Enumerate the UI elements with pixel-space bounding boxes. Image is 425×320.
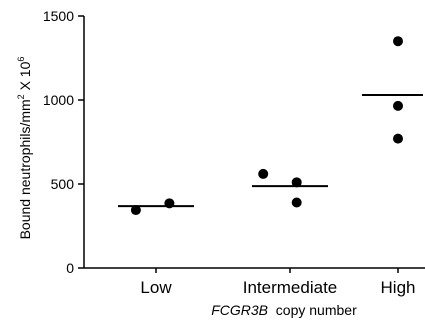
y-tick-label: 500 [51,176,75,192]
data-point [258,168,269,179]
y-tick-label: 0 [66,260,74,276]
y-axis-label-main: Bound neutrophils/mm [17,99,33,239]
data-point [291,197,302,208]
axes [83,16,425,269]
category-label: Low [140,278,172,297]
data-point [130,205,141,216]
y-axis-label-mid: X 10 [17,61,33,94]
data-marks [118,36,423,216]
data-point [393,133,403,144]
category-label: Intermediate [243,278,338,297]
data-point [393,36,403,47]
data-point [291,177,302,188]
category-labels: Low Intermediate High [140,268,415,297]
y-axis-label-sup2: 6 [16,57,26,62]
x-axis-label: FCGR3B copy number [211,302,357,318]
category-label: High [381,278,416,297]
y-axis-label-sup1: 2 [16,94,26,99]
y-tick-label: 1500 [43,8,74,24]
y-ticks: 0 500 1000 1500 [43,8,84,276]
x-axis-label-rest: copy number [268,302,357,318]
data-point [393,100,403,111]
x-axis-label-italic: FCGR3B [211,302,268,318]
y-tick-label: 1000 [43,92,74,108]
y-axis-label: Bound neutrophils/mm2 X 106 [16,57,33,240]
